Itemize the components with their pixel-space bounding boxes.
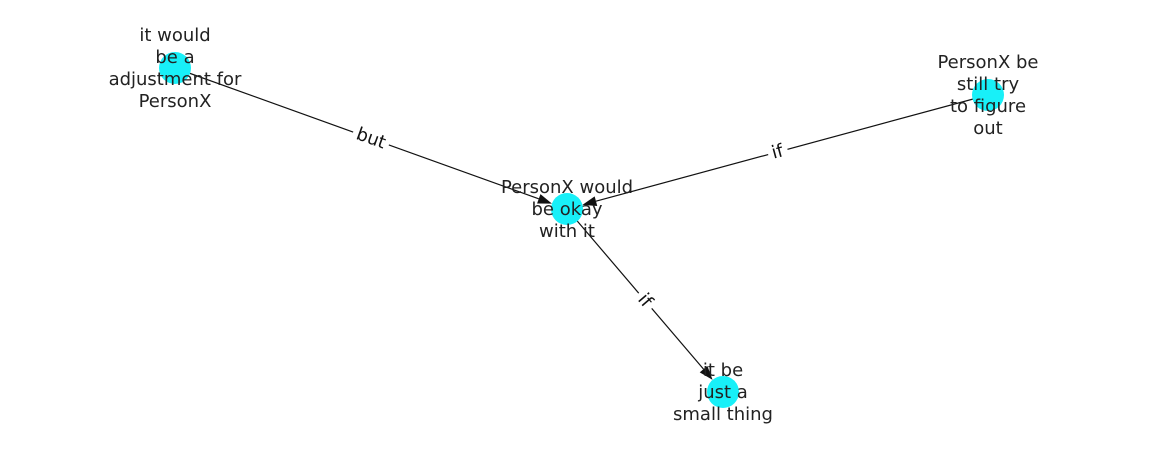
node-label-line: be a (155, 47, 194, 68)
node-label-figure-out: PersonX be still try to figure out (937, 52, 1038, 139)
node-label-small-thing: it be just a small thing (673, 360, 773, 425)
edge-figure-out-to-center (595, 94, 989, 202)
node-label-line: still try (957, 74, 1020, 95)
nodes-layer (159, 52, 1004, 408)
edge-labels-layer: but if if (349, 121, 791, 316)
node-label-line: it would (139, 25, 210, 46)
edge-label-background (629, 285, 661, 316)
arrowhead-center-to-small-thing (699, 365, 713, 380)
edge-label-group-1: if (765, 138, 791, 166)
node-label-line: PersonX be (937, 52, 1038, 73)
edge-label-group-0: but (349, 121, 393, 156)
node-label-adjustment: it would be a adjustment for PersonX (109, 25, 242, 112)
node-label-line: adjustment for (109, 69, 242, 90)
node-label-line: PersonX would (501, 177, 633, 198)
node-figure-out (972, 79, 1004, 111)
arrowhead-adjustment-to-center (537, 194, 552, 204)
node-label-line: PersonX (139, 91, 212, 112)
node-label-line: be okay (531, 199, 602, 220)
node-label-line: just a (697, 382, 748, 403)
node-label-line: with it (539, 221, 595, 242)
arrowhead-figure-out-to-center (582, 196, 598, 206)
edge-label-background (765, 138, 791, 166)
node-label-line: it be (703, 360, 743, 381)
node-label-line: small thing (673, 404, 773, 425)
node-small-thing (707, 376, 739, 408)
node-label-line: out (973, 118, 1002, 139)
node-label-center: PersonX would be okay with it (501, 177, 633, 242)
node-label-line: to figure (950, 96, 1026, 117)
node-center (551, 193, 583, 225)
edge-label-background (349, 121, 393, 156)
edge-center-to-small-thing (566, 208, 704, 370)
node-adjustment (159, 52, 191, 84)
edge-label-group-2: if (629, 285, 661, 316)
